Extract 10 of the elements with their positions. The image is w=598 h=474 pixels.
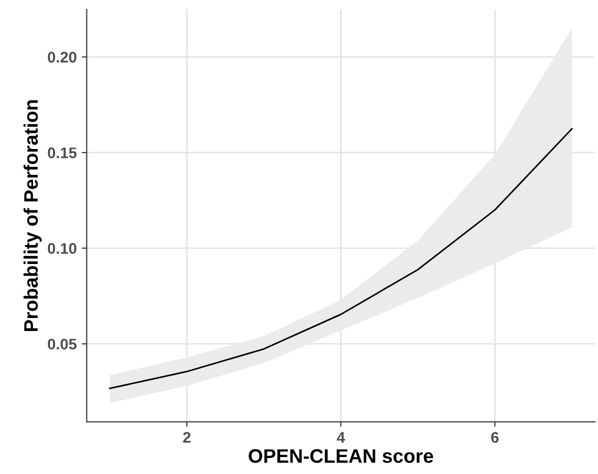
y-axis-title: Probability of Perforation bbox=[24, 100, 42, 332]
x-tick-label: 6 bbox=[491, 432, 499, 443]
x-tick-label: 4 bbox=[336, 432, 346, 443]
line-series bbox=[109, 128, 573, 390]
x-tick-label: 2 bbox=[183, 432, 190, 443]
y-tick-label: 0.05 bbox=[48, 338, 77, 350]
y-tick-label: 0.20 bbox=[48, 52, 76, 63]
y-tick-label: 0.15 bbox=[48, 147, 77, 158]
x-axis-title: OPEN-CLEAN score bbox=[248, 449, 434, 463]
y-tick-label: 0.10 bbox=[48, 243, 76, 254]
